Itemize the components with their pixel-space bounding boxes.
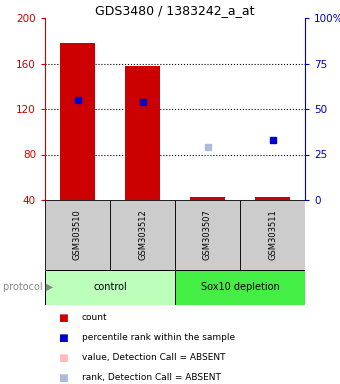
Text: percentile rank within the sample: percentile rank within the sample	[82, 333, 235, 342]
Text: ■: ■	[58, 313, 68, 323]
Text: GSM303510: GSM303510	[73, 210, 82, 260]
Text: ■: ■	[58, 353, 68, 362]
Text: rank, Detection Call = ABSENT: rank, Detection Call = ABSENT	[82, 372, 220, 382]
Bar	[175, 270, 305, 305]
Bar	[59, 43, 96, 200]
Bar	[255, 197, 290, 200]
Bar	[125, 66, 160, 200]
Text: ■: ■	[58, 372, 68, 382]
Bar	[110, 200, 175, 270]
Text: Sox10 depletion: Sox10 depletion	[201, 283, 279, 293]
Text: GSM303507: GSM303507	[203, 210, 212, 260]
Bar	[240, 200, 305, 270]
Bar	[45, 200, 110, 270]
Text: GSM303512: GSM303512	[138, 210, 147, 260]
Title: GDS3480 / 1383242_a_at: GDS3480 / 1383242_a_at	[95, 4, 255, 17]
Text: GSM303511: GSM303511	[268, 210, 277, 260]
Text: value, Detection Call = ABSENT: value, Detection Call = ABSENT	[82, 353, 225, 362]
Text: control: control	[93, 283, 127, 293]
Bar	[190, 197, 225, 200]
Text: ■: ■	[58, 333, 68, 343]
Bar	[175, 200, 240, 270]
Text: count: count	[82, 313, 107, 322]
Text: protocol ▶: protocol ▶	[3, 283, 54, 293]
Bar	[45, 270, 175, 305]
